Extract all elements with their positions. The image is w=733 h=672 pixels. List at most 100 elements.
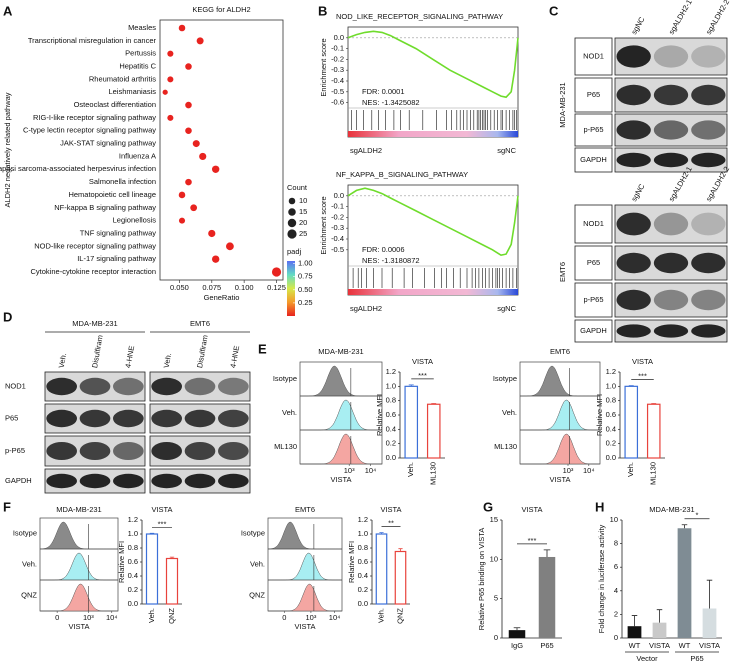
lane-label: Disulfiram <box>90 334 105 368</box>
y-tick-label: 0.2 <box>606 439 616 448</box>
bar <box>165 557 179 605</box>
category-label: Rheumatoid arthritis <box>89 74 156 83</box>
flow-x-label: VISTA <box>330 475 351 484</box>
y-tick-label: 0.2 <box>358 585 368 594</box>
bar <box>646 403 661 459</box>
category-label: Hepatitis C <box>119 62 156 71</box>
flow-histogram <box>520 433 600 465</box>
group-label: P65 <box>690 654 703 663</box>
chart-title: VISTA <box>380 505 401 514</box>
row-label: P65 <box>5 413 18 422</box>
category-label: Cytokine-cytokine receptor interaction <box>31 267 156 276</box>
x-tick-label: 0.100 <box>235 283 254 292</box>
y-tick-label: -0.3 <box>331 65 344 74</box>
y-tick-label: 0.0 <box>128 599 138 608</box>
cell-line-label: MDA-MB-231 <box>72 319 117 328</box>
y-axis-label: Relative MFI <box>595 394 604 436</box>
lane-label: Veh. <box>57 352 68 368</box>
x-tick-label: 0.125 <box>267 283 286 292</box>
high-label: sgNC <box>497 146 516 155</box>
flow-tick-label: 10⁴ <box>329 613 341 622</box>
lane-label: 4-HNE <box>123 345 136 369</box>
y-tick-label: 0.0 <box>386 453 396 462</box>
blot-band <box>151 442 183 460</box>
bar <box>145 533 159 605</box>
blot-band <box>691 212 726 236</box>
y-tick-label: -0.2 <box>331 212 344 221</box>
row-label: p-P65 <box>583 295 603 304</box>
lane-label: 4-HNE <box>228 345 241 369</box>
dot <box>162 89 168 95</box>
flow-histogram <box>40 583 118 612</box>
y-tick-label: 0.0 <box>606 453 616 462</box>
legend-label: 20 <box>299 218 307 227</box>
plot-frame <box>159 19 284 281</box>
dot <box>211 165 220 173</box>
colorbar-label: 1.00 <box>298 259 313 268</box>
panel-letter: H <box>595 499 604 514</box>
blot-band <box>691 84 726 106</box>
y-tick-label: 8 <box>614 539 618 548</box>
y-tick-label: 0.4 <box>606 424 616 433</box>
x-tick-label: QNZ <box>395 608 404 624</box>
x-tick-label: QNZ <box>167 608 176 624</box>
category-label: NOD-like receptor signaling pathway <box>34 241 156 250</box>
bar <box>627 626 642 638</box>
chart-title: KEGG for ALDH2 <box>192 5 250 14</box>
x-tick-label: WT <box>629 641 641 650</box>
row-label-box <box>574 77 613 113</box>
blot-band <box>653 45 689 68</box>
x-axis-label: GeneRatio <box>204 293 240 302</box>
y-tick-label: 0.2 <box>386 439 396 448</box>
y-tick-label: 0 <box>494 633 498 642</box>
colorbar <box>287 261 295 316</box>
row-label-box <box>574 113 613 147</box>
flow-x-label: VISTA <box>549 475 570 484</box>
panel-letter: B <box>318 3 327 18</box>
es-curve <box>347 30 519 99</box>
dot <box>185 101 192 109</box>
legend-dot <box>288 208 296 216</box>
row-label: P65 <box>587 90 600 99</box>
blot-band <box>112 377 144 396</box>
es-curve <box>347 187 519 257</box>
blot-band <box>616 289 651 311</box>
group-label: Vector <box>636 654 658 663</box>
lane-label: sgALDH2-1 <box>667 0 694 36</box>
category-label: Transcriptional misregulation in cancer <box>28 36 157 45</box>
bar <box>652 622 667 638</box>
blot-band <box>151 409 183 428</box>
y-tick-label: 0.8 <box>386 396 396 405</box>
legend-dot <box>287 229 297 239</box>
error-bar <box>398 548 403 552</box>
category-label: NF-kappa B signaling pathway <box>54 203 156 212</box>
x-tick-label: Veh. <box>376 608 385 623</box>
flow-title: MDA-MB-231 <box>56 505 101 514</box>
y-tick-label: 1.2 <box>358 515 368 524</box>
row-label-box <box>574 282 613 318</box>
y-tick-label: 0.0 <box>334 191 344 200</box>
bar <box>404 385 419 459</box>
chart-title: MDA-MB-231 <box>649 505 694 514</box>
flow-title: EMT6 <box>295 505 315 514</box>
row-label: GAPDH <box>580 155 607 164</box>
y-axis-label: Enrichment score <box>319 196 328 254</box>
flow-row-label: ML130 <box>494 442 517 451</box>
x-tick-label: VISTA <box>649 641 670 650</box>
x-tick-label: IgG <box>511 641 523 650</box>
dot <box>199 152 207 161</box>
panel-letter: C <box>549 3 559 18</box>
blot-band <box>691 289 726 311</box>
blot-band <box>218 377 249 396</box>
flow-row-label: Veh. <box>502 408 517 417</box>
y-tick-label: 0.0 <box>358 599 368 608</box>
y-tick-label: -0.1 <box>331 202 344 211</box>
legend-label: 25 <box>299 229 307 238</box>
flow-histogram <box>520 399 600 431</box>
significance-label: *** <box>638 372 647 381</box>
cell-line-label: EMT6 <box>558 262 567 282</box>
y-tick-label: -0.2 <box>331 54 344 63</box>
blot-band <box>112 442 144 460</box>
blot-band <box>218 409 249 428</box>
